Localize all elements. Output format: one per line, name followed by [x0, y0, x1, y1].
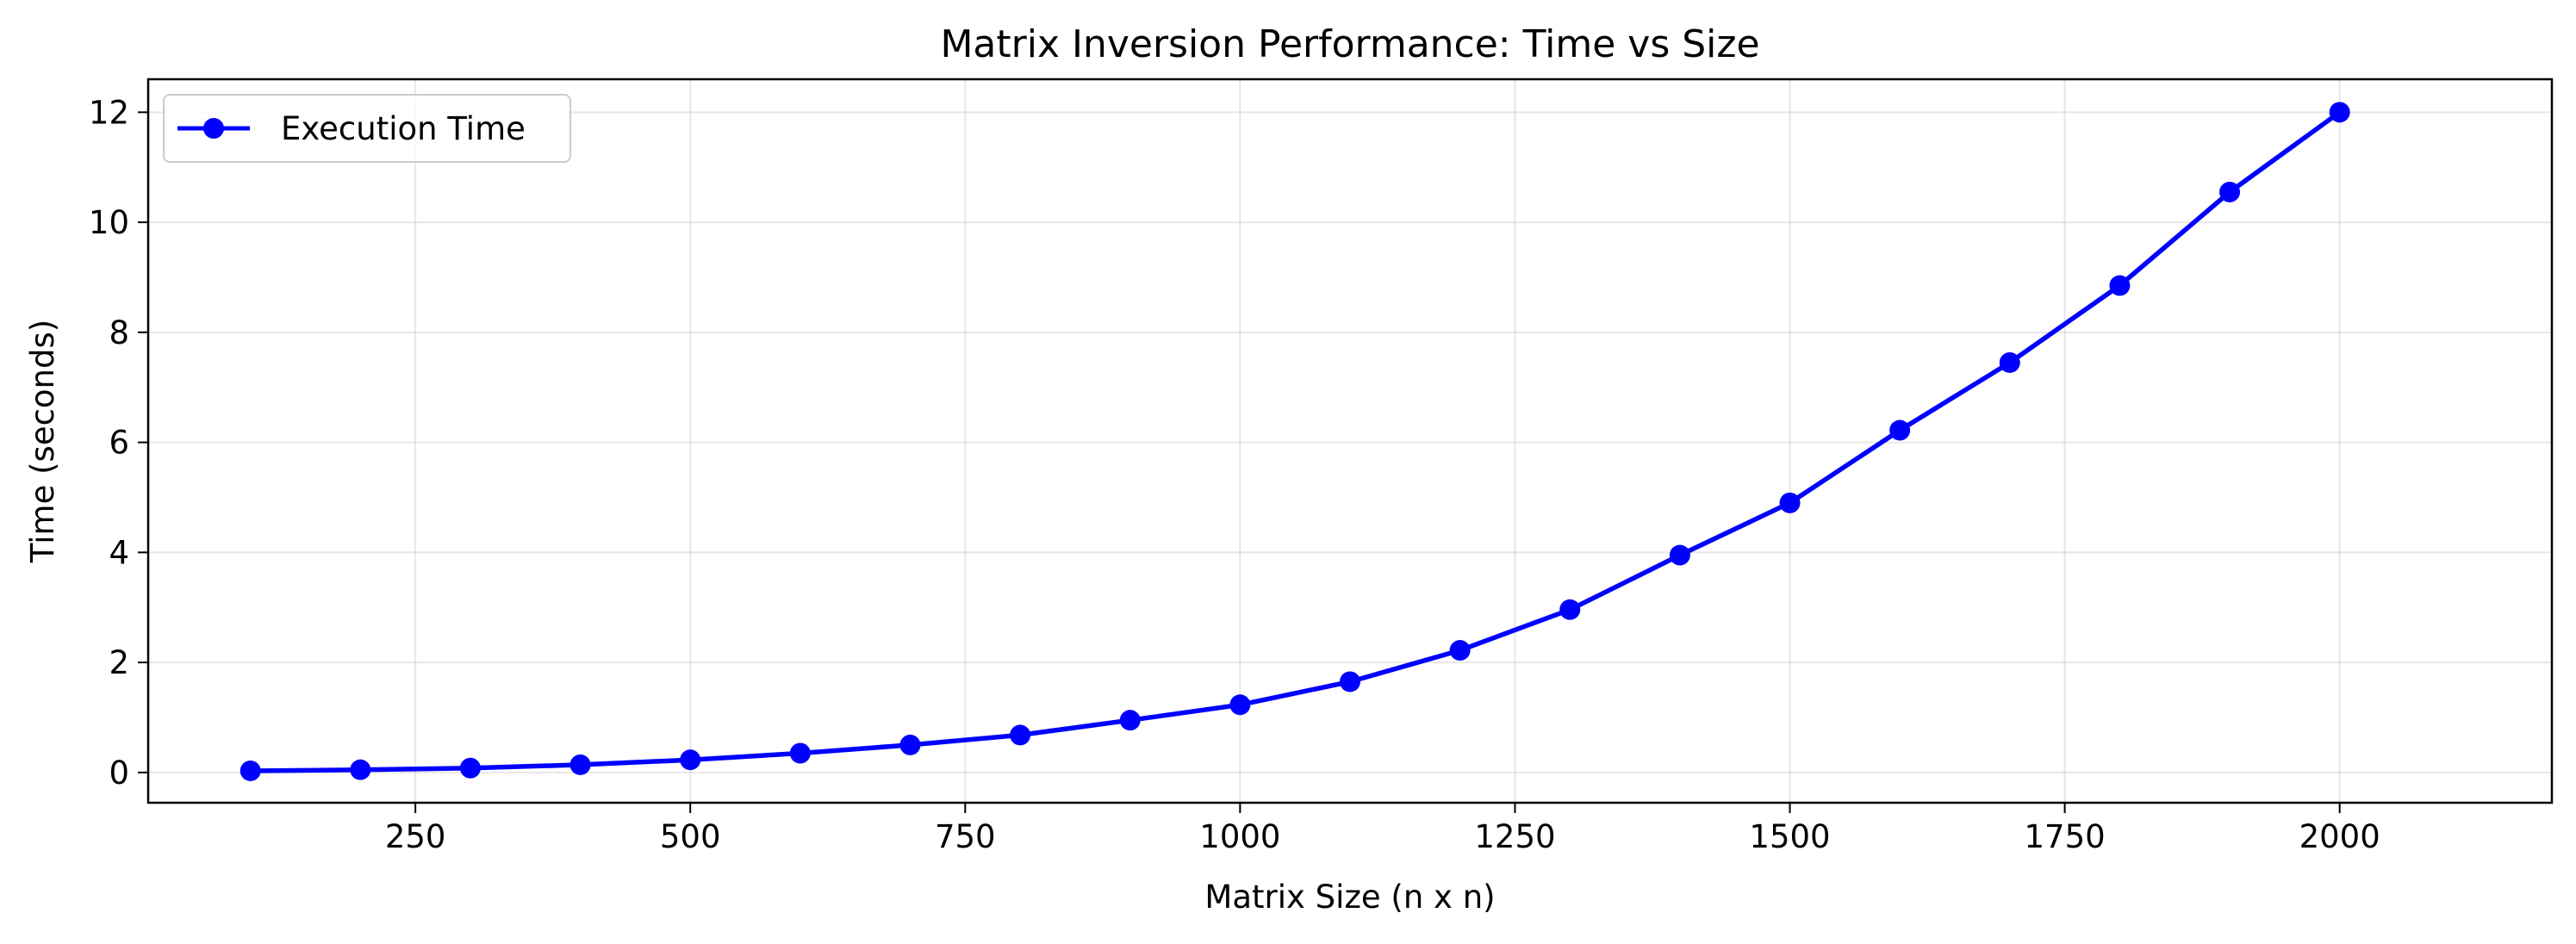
plot-series — [240, 102, 2350, 781]
legend-marker-swatch — [203, 118, 224, 139]
data-point — [680, 749, 701, 771]
data-point — [2329, 102, 2350, 123]
y-tick-label: 0 — [109, 755, 129, 792]
series-line — [247, 109, 2343, 773]
data-point — [1119, 710, 1141, 731]
grid-lines — [148, 79, 2552, 803]
y-tick-label: 2 — [109, 644, 129, 681]
y-axis-label: Time (seconds) — [24, 320, 61, 563]
data-point — [2109, 275, 2131, 296]
data-point — [2219, 181, 2241, 202]
data-point — [1559, 599, 1581, 620]
data-point — [569, 754, 591, 775]
data-point — [789, 742, 811, 764]
data-point — [240, 760, 261, 781]
x-tick-label: 750 — [935, 818, 996, 855]
x-tick-label: 500 — [660, 818, 721, 855]
y-tick-label: 10 — [89, 204, 129, 241]
data-point — [1779, 492, 1801, 513]
chart-title: Matrix Inversion Performance: Time vs Si… — [940, 22, 1759, 66]
x-tick-label: 1750 — [2025, 818, 2106, 855]
data-point — [1340, 671, 1360, 692]
plot-area-frame — [146, 78, 2554, 804]
y-tick-label: 8 — [109, 314, 129, 351]
y-tick-label: 6 — [109, 425, 129, 462]
data-point — [459, 757, 481, 779]
data-point — [1449, 640, 1471, 661]
axis-ticks: 250 500 750 1000 1250 1500 1750 2000 0 2 4 6 8 10 12 — [89, 94, 2380, 855]
data-point — [1229, 694, 1251, 716]
y-tick-label: 4 — [109, 534, 129, 571]
data-point — [350, 759, 371, 780]
x-tick-label: 1500 — [1749, 818, 1830, 855]
data-point — [899, 734, 921, 755]
x-tick-label: 250 — [385, 818, 446, 855]
data-point — [1010, 724, 1031, 746]
data-point — [1889, 419, 1911, 441]
data-point — [1999, 351, 2020, 373]
y-tick-label: 12 — [89, 94, 129, 131]
x-axis-label: Matrix Size (n x n) — [1204, 879, 1495, 916]
legend: Execution Time — [163, 94, 571, 163]
data-point — [1669, 544, 1690, 566]
x-tick-label: 1000 — [1199, 818, 1280, 855]
legend-box — [163, 94, 571, 163]
x-tick-label: 2000 — [2299, 818, 2380, 855]
x-tick-label: 1250 — [1474, 818, 1555, 855]
legend-label: Execution Time — [281, 110, 526, 147]
